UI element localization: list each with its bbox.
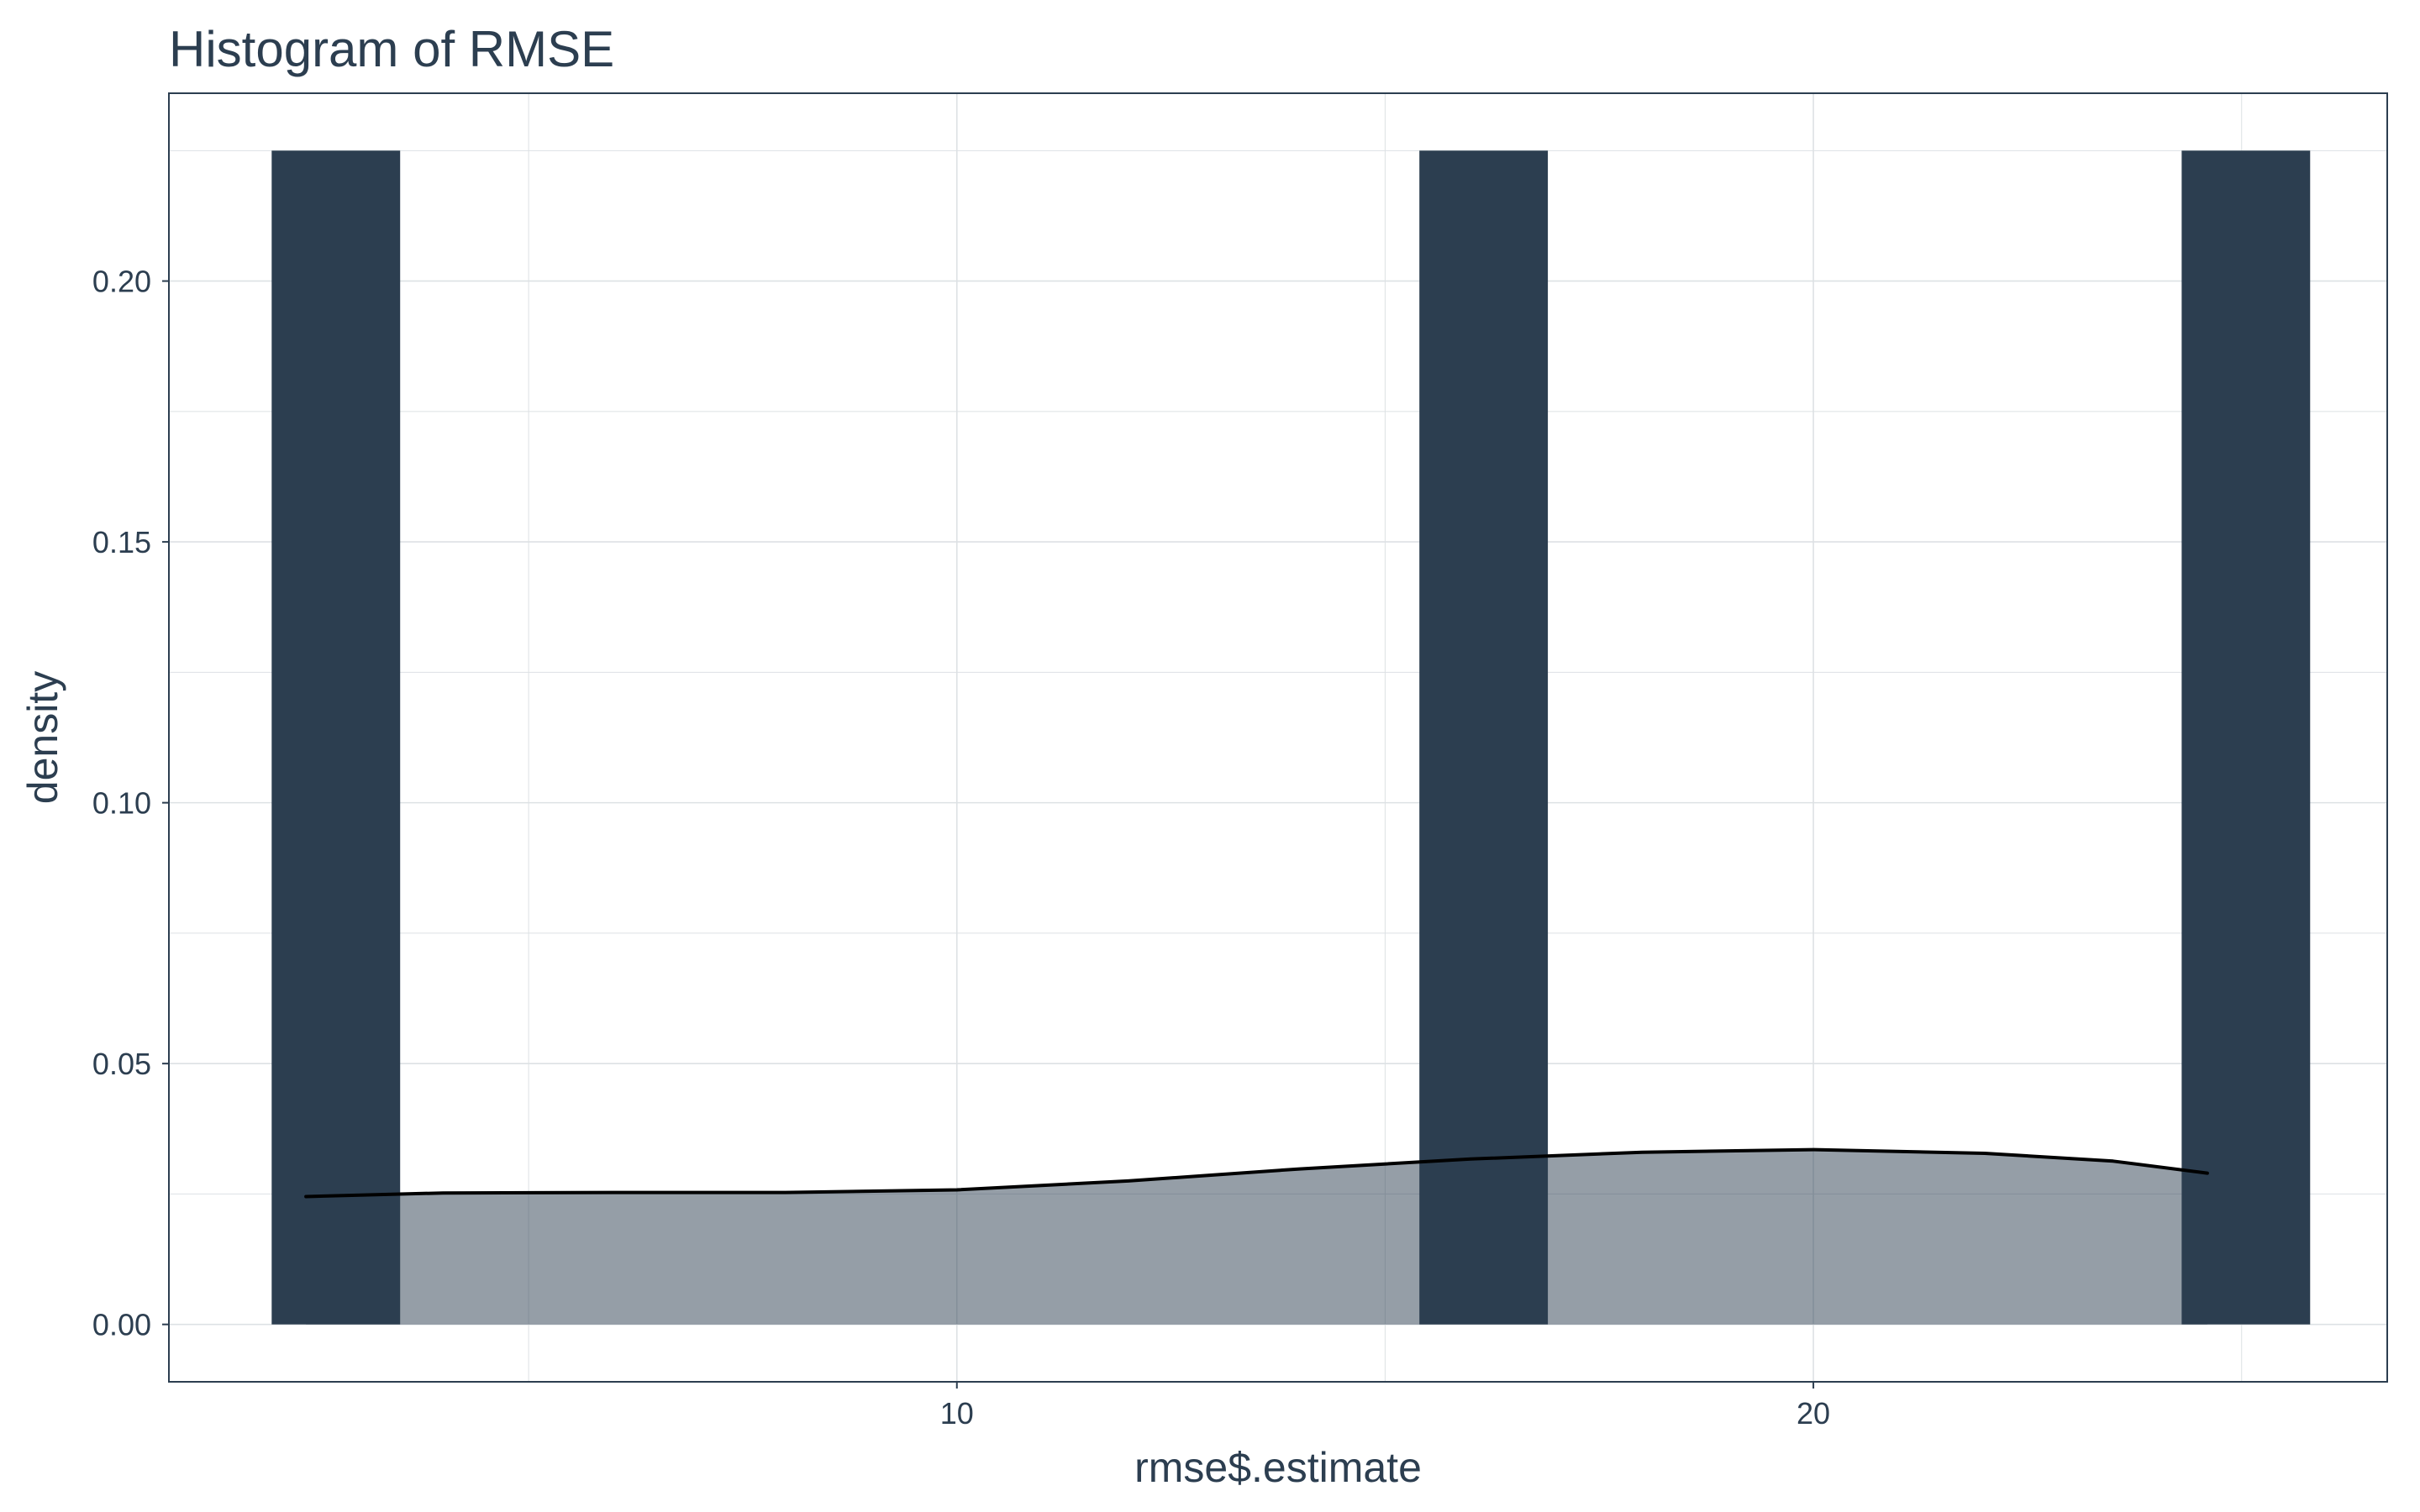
chart-title: Histogram of RMSE xyxy=(169,21,614,77)
histogram-bar-3 xyxy=(2181,150,2311,1325)
y-axis-title: density xyxy=(19,671,66,804)
x-tick-label: 10 xyxy=(940,1396,974,1431)
histogram-bar-2 xyxy=(1419,150,1549,1325)
panel-border xyxy=(168,92,2388,1383)
y-tick-label: 0.05 xyxy=(92,1047,151,1081)
x-tick-label: 20 xyxy=(1797,1396,1830,1431)
y-tick-label: 0.20 xyxy=(92,265,151,299)
density-layer xyxy=(304,1147,2209,1325)
density-curve xyxy=(304,1147,2209,1199)
histogram-bar-1 xyxy=(271,150,401,1325)
y-tick-label: 0.15 xyxy=(92,525,151,559)
y-tick-label: 0.10 xyxy=(92,786,151,821)
y-tick-label: 0.00 xyxy=(92,1308,151,1342)
x-axis-title: rmse$.estimate xyxy=(1134,1444,1422,1491)
y-axis-ticks: 0.00 0.05 0.10 0.15 0.20 xyxy=(92,265,169,1342)
x-axis-ticks: 10 20 xyxy=(940,1382,1830,1431)
histogram-bars xyxy=(271,150,2311,1325)
density-area xyxy=(306,1149,2207,1325)
